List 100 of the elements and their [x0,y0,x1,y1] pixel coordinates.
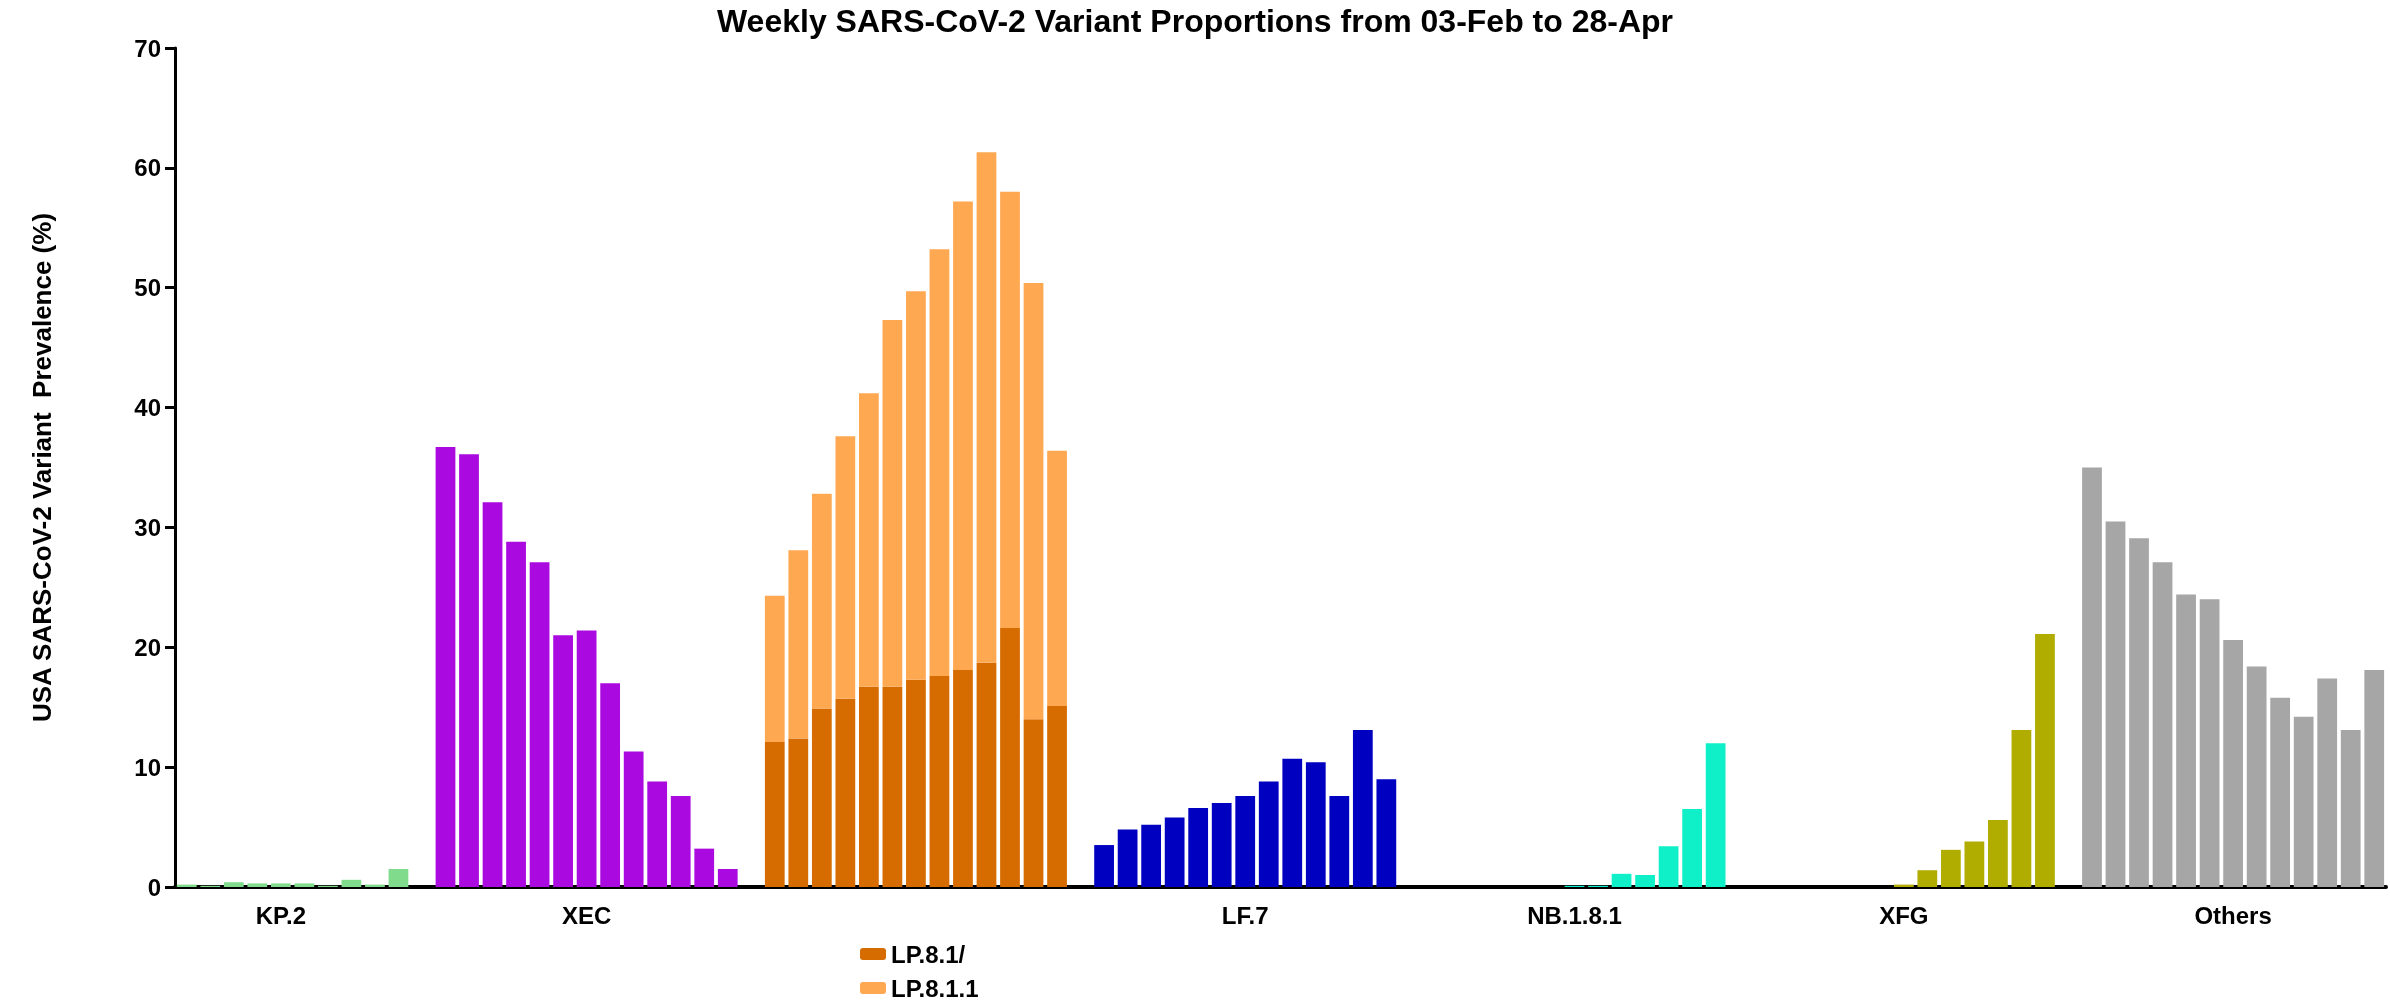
bar [1658,846,1679,887]
bar [1635,875,1655,887]
y-tick-label: 40 [134,394,161,422]
y-tick-label: 50 [134,274,161,302]
bar [835,436,856,699]
bar [1141,824,1162,887]
bar [2082,467,2102,887]
y-tick-label: 20 [134,633,161,661]
bar [811,493,832,709]
bar [835,698,856,887]
bar [270,883,291,887]
bar [2317,678,2338,887]
bar [1117,829,1138,887]
bar [1000,191,1020,629]
bar [1964,841,1985,887]
x-tick-label: XFG [1879,901,1929,929]
bar [2364,670,2385,887]
bar [953,201,973,671]
bar [1188,807,1209,887]
bar [647,781,668,887]
bar [1329,795,1350,887]
bar [2199,599,2220,887]
bar [788,550,809,739]
bar [1047,706,1067,887]
bar [1940,849,1961,887]
bar [623,751,644,887]
bar [1047,450,1067,707]
bar [2223,640,2243,887]
bar [764,595,785,742]
bar [811,708,832,887]
bar [1305,762,1326,887]
bar [764,741,785,887]
bar [859,393,879,687]
bar [694,848,715,887]
bar [859,686,879,887]
bar [1235,795,1256,887]
bar [482,502,503,887]
bar [553,635,573,887]
bar [1258,781,1279,887]
bar [2035,634,2055,887]
bar [906,679,926,887]
bar [223,882,244,887]
bar [976,152,997,663]
bar [2270,697,2291,887]
bar [341,879,362,887]
x-tick-label: Others [2194,901,2272,929]
bar [459,454,479,887]
bar [2293,716,2314,887]
bar [929,249,950,677]
bar [1352,729,1373,887]
bar [788,738,809,887]
bar [1211,803,1232,887]
bar [953,670,973,887]
bar [1917,870,1938,887]
bar [882,320,903,687]
bar [2129,538,2149,887]
bar [600,683,621,887]
bar [2246,666,2267,887]
bar [576,630,597,887]
bar [529,562,550,887]
bar [670,795,691,887]
bar [1376,779,1397,887]
legend-label: LP.8.1/ [891,940,966,968]
bar [1611,873,1632,887]
bar [2152,562,2173,887]
bar [2011,729,2032,887]
x-tick-label: NB.1.8.1 [1527,901,1622,929]
bar [247,883,268,887]
bar [506,541,526,887]
x-tick-label: KP.2 [255,901,306,929]
bar [1094,845,1114,887]
bar [294,883,315,887]
bar [2176,594,2196,887]
bar [1282,758,1303,887]
bar [882,686,903,887]
bar [2105,521,2126,887]
bar [929,676,950,887]
bar [388,869,409,887]
legend-label: LP.8.1.1 [891,974,979,1002]
y-tick-label: 60 [134,154,161,182]
bar [717,869,738,887]
bar [1023,282,1044,720]
y-tick-label: 70 [134,34,161,62]
x-tick-label: LF.7 [1221,901,1269,929]
y-tick-label: 10 [134,753,161,781]
bar [2340,729,2361,887]
bar [906,291,926,680]
bar [1988,819,2008,887]
bar [1023,719,1044,887]
bar [1705,743,1726,887]
chart-title: Weekly SARS-CoV-2 Variant Proportions from 03-Feb to 28-Apr [716,3,1674,39]
y-axis-title: USA SARS-CoV-2 Variant Prevalence (%) [27,212,57,723]
x-tick-label: XEC [561,901,612,929]
y-tick-label: 30 [134,513,161,541]
bar [1000,628,1020,887]
y-tick-label: 0 [147,873,161,901]
bar [976,662,997,887]
bar [1164,817,1185,887]
bar [435,447,456,887]
bar [1682,809,1702,887]
